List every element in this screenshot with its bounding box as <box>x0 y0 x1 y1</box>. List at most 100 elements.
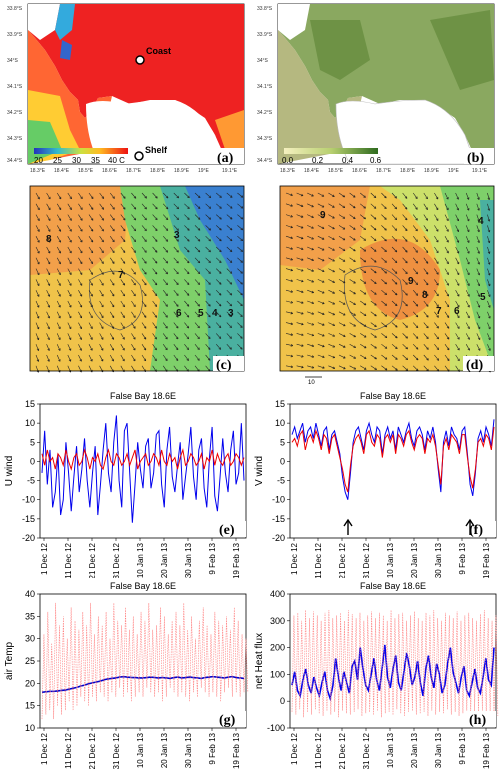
wind-arrow <box>215 235 222 242</box>
wind-arrow <box>215 246 222 253</box>
wind-arrow <box>296 354 304 358</box>
wind-arrow <box>237 300 243 307</box>
lon-a-4: 18.7°E <box>126 168 142 174</box>
wind-arrow <box>412 192 418 199</box>
wind-arrow <box>370 203 377 209</box>
event-arrowhead <box>465 518 475 527</box>
x-tick-label: 19 Feb 13 <box>482 542 491 578</box>
wind-arrow <box>487 246 490 254</box>
wind-arrow <box>317 246 325 251</box>
wind-arrowhead <box>300 236 304 240</box>
wind-arrowhead <box>133 196 137 199</box>
lon-a-1: 18.4°E <box>54 168 70 174</box>
wind-arrowhead <box>395 335 398 339</box>
wind-arrowhead <box>47 229 51 232</box>
wind-arrowhead <box>456 294 460 297</box>
wind-arrow <box>194 365 200 372</box>
wind-arrowhead <box>122 358 125 362</box>
wind-arrowhead <box>122 228 126 232</box>
wind-arrowhead <box>36 348 40 351</box>
wind-arrow <box>465 300 470 308</box>
wind-arrowhead <box>69 196 72 200</box>
wind-arrowhead <box>111 358 114 362</box>
wind-arrow <box>205 344 211 350</box>
wind-arrow <box>88 246 94 254</box>
wind-arrow <box>205 333 211 339</box>
wind-arrowhead <box>36 359 40 362</box>
wind-arrowhead <box>229 336 232 339</box>
wind-arrowhead <box>101 272 104 275</box>
wind-arrow <box>99 300 104 308</box>
wind-arrow <box>349 311 356 316</box>
cb-b-tick-2: 0.4 <box>342 156 354 165</box>
wind-arrow <box>205 246 211 253</box>
wind-arrowhead <box>186 325 190 329</box>
wind-arrowhead <box>186 293 190 296</box>
wind-arrowhead <box>300 215 304 218</box>
wind-arrowhead <box>58 326 61 330</box>
wind-arrow <box>120 268 126 275</box>
wind-arrow <box>173 279 179 285</box>
wind-arrowhead <box>79 261 83 265</box>
wind-arrow <box>465 268 470 276</box>
wind-arrow <box>88 279 93 286</box>
wind-arrowhead <box>384 271 387 274</box>
wind-arrowhead <box>373 260 377 263</box>
cb-a-tick-4: 40 C <box>108 156 125 165</box>
wind-arrow <box>434 290 439 297</box>
wind-arrowhead <box>48 207 51 211</box>
wind-arrow <box>173 322 179 329</box>
wind-arrowhead <box>322 366 325 369</box>
wind-arrowhead <box>100 348 104 351</box>
wind-arrowhead <box>353 345 356 348</box>
wind-arrowhead <box>176 239 179 242</box>
y-tick-label: 0 <box>280 456 285 466</box>
wind-arrowhead <box>301 312 304 315</box>
wind-arrowhead <box>100 358 104 362</box>
wind-arrowhead <box>143 315 147 318</box>
wind-arrowhead <box>467 326 470 330</box>
wind-arrow <box>360 311 367 316</box>
y-axis-label: net Heat flux <box>254 633 265 689</box>
wind-arrow <box>423 354 429 361</box>
panel-b-label: (b) <box>467 151 484 166</box>
wind-arrowhead <box>332 355 336 359</box>
wind-arrowhead <box>165 315 168 318</box>
wind-arrowhead <box>197 238 201 242</box>
wind-arrow <box>78 214 83 221</box>
wind-arrowhead <box>332 312 335 316</box>
wind-arrowhead <box>122 239 126 243</box>
wind-arrow <box>152 214 158 221</box>
wind-arrowhead <box>229 282 233 285</box>
wind-arrowhead <box>342 270 346 273</box>
wind-arrow <box>360 225 366 230</box>
wind-arrow <box>381 322 388 328</box>
wind-arrowhead <box>144 239 147 242</box>
wind-arrow <box>56 354 61 362</box>
panel-e: False Bay 18.6E U wind 15 10 5 0 -5 -10 -15 -20 1 … <box>0 388 250 578</box>
wind-arrowhead <box>332 345 336 348</box>
wind-arrowhead <box>332 302 335 305</box>
wind-arrow <box>402 192 408 199</box>
wind-arrowhead <box>101 218 104 221</box>
wind-arrowhead <box>290 268 293 272</box>
wind-arrowhead <box>90 315 93 319</box>
x-tick-label: 30 Jan 13 <box>184 732 193 768</box>
wind-arrow <box>88 225 94 232</box>
wind-arrowhead <box>311 258 314 262</box>
wind-arrow <box>370 279 377 284</box>
lat-b-6: 34.4°S <box>257 158 273 164</box>
wind-arrow <box>487 236 490 243</box>
wind-arrow <box>476 290 480 297</box>
wind-arrow <box>285 343 293 346</box>
wind-arrow <box>131 300 136 307</box>
wind-arrow <box>237 333 243 339</box>
wind-arrow <box>46 192 51 200</box>
wind-arrow <box>237 225 243 231</box>
wind-arrowhead <box>90 326 93 329</box>
wind-arrow <box>162 354 168 361</box>
y-tick-label: 15 <box>25 701 35 711</box>
wind-arrow <box>67 279 72 286</box>
wind-arrowhead <box>363 249 367 252</box>
